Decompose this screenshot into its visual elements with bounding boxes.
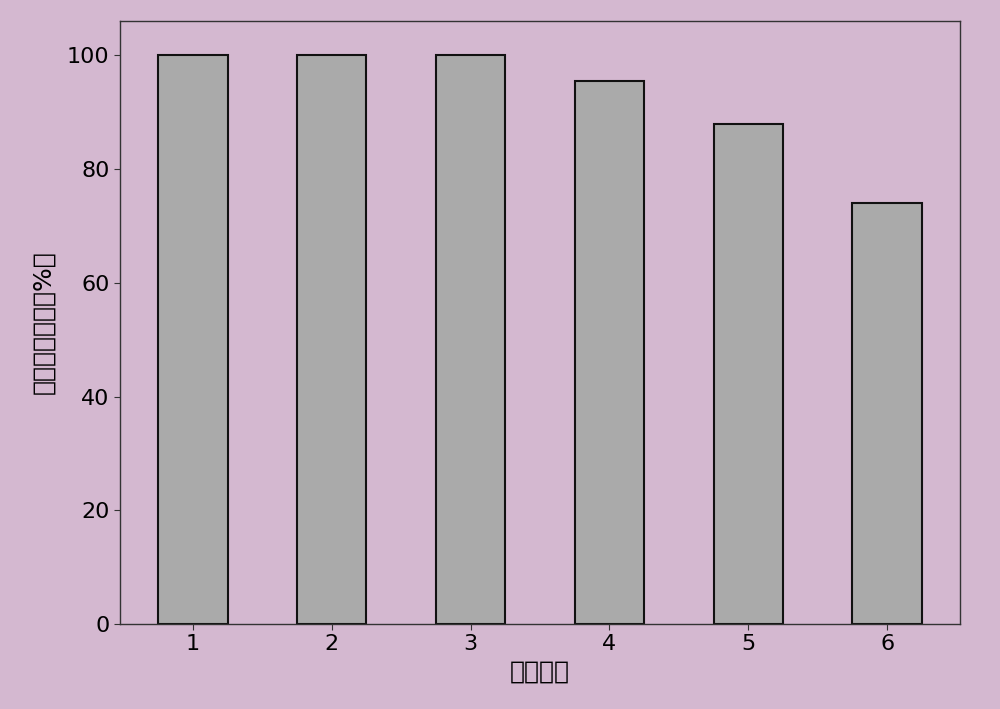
Bar bbox=[852, 203, 922, 624]
X-axis label: 重复次数: 重复次数 bbox=[510, 660, 570, 684]
Bar bbox=[436, 55, 505, 624]
Bar bbox=[158, 55, 228, 624]
Y-axis label: 对氯苯胺含量（%）: 对氯苯胺含量（%） bbox=[32, 251, 56, 394]
Bar bbox=[714, 123, 783, 624]
Bar bbox=[575, 81, 644, 624]
Bar bbox=[297, 55, 366, 624]
